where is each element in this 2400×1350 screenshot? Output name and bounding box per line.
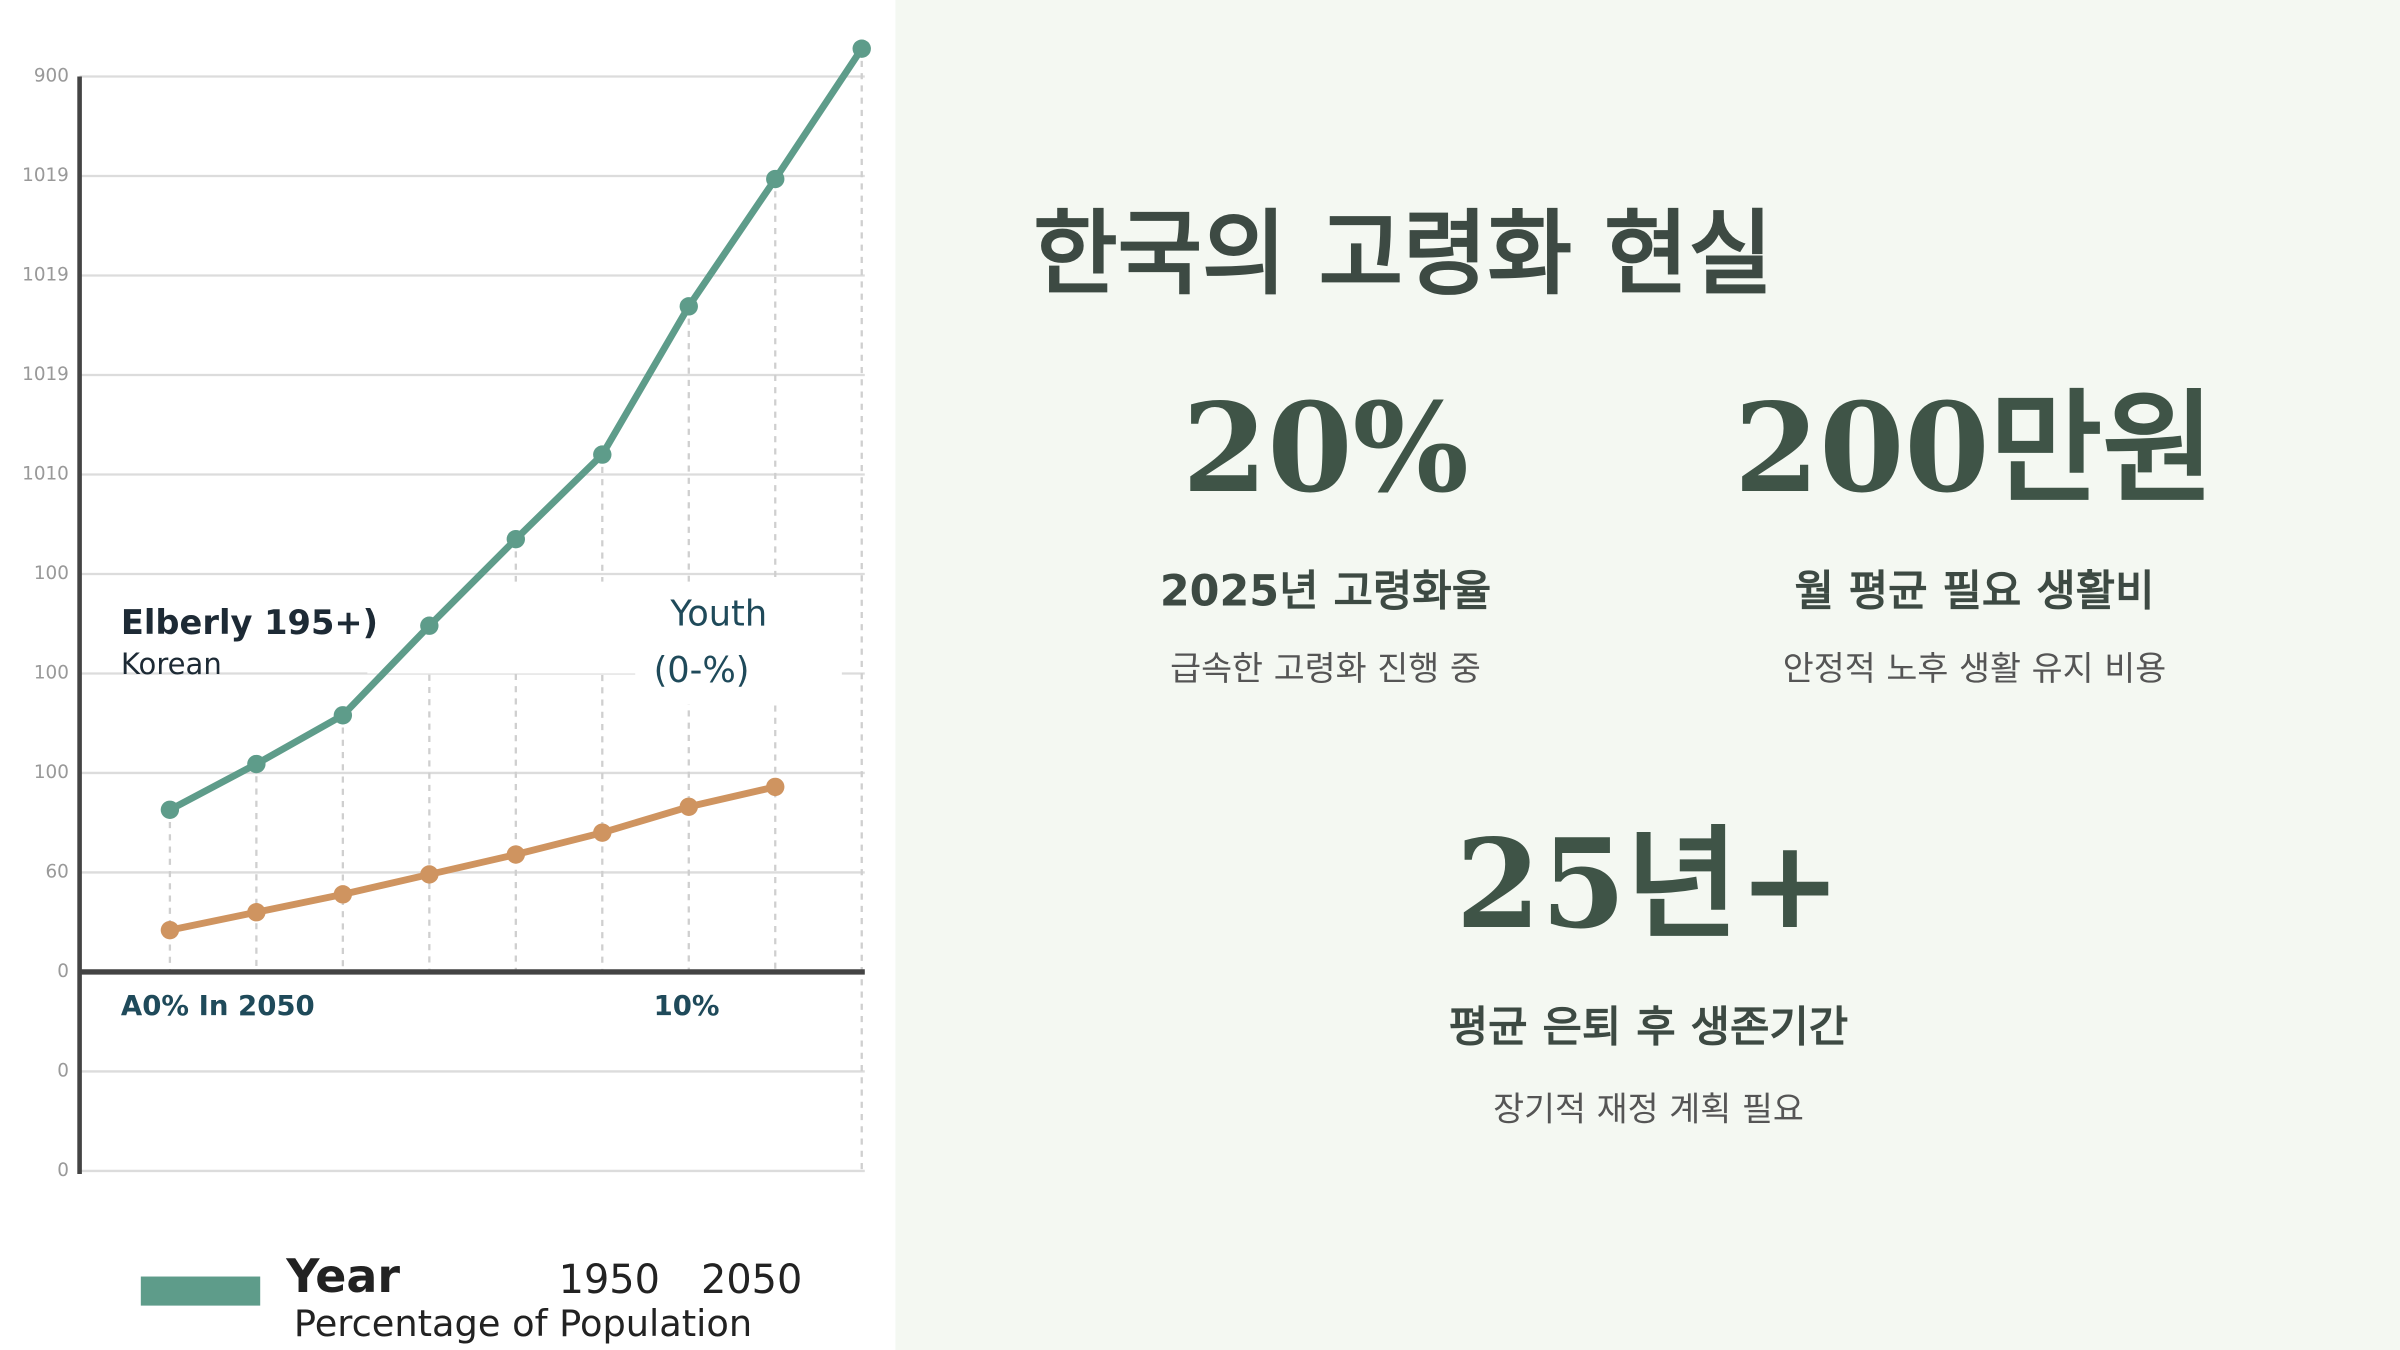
y-tick-label: 1019 [22, 265, 69, 286]
annotation: 2050 [701, 1257, 802, 1303]
stat-value: 200만원 [1734, 376, 2215, 520]
data-point [420, 865, 439, 884]
annotation: Elberly 195+) [121, 603, 378, 642]
stat-label: 2025년 고령화율 [1160, 566, 1491, 616]
series-line [169, 783, 777, 934]
stat-value: 20% [1182, 376, 1469, 520]
annotation: (0-%) [654, 650, 750, 691]
data-point [506, 529, 525, 549]
y-tick-label: 100 [34, 662, 69, 683]
annotation: 1950 [559, 1257, 660, 1303]
y-tick-label: 900 [34, 66, 69, 87]
data-point [420, 616, 439, 635]
data-point [160, 920, 180, 940]
data-point [766, 169, 785, 189]
legend-swatch [140, 1276, 261, 1306]
annotation: A0% In 2050 [121, 990, 315, 1022]
data-point [160, 800, 180, 819]
annotation: Korean [121, 647, 222, 681]
stat-desc: 장기적 재정 계획 필요 [1493, 1090, 1804, 1129]
y-tick-label: 100 [34, 762, 69, 783]
label-box [635, 581, 842, 705]
data-point [506, 845, 525, 864]
data-point [679, 797, 698, 816]
y-tick-label: 60 [46, 861, 69, 882]
y-tick-label: 1010 [22, 463, 69, 484]
data-point [852, 39, 871, 58]
data-point [593, 445, 612, 464]
heading: 한국의 고령화 현실 [1033, 201, 1773, 308]
data-point [333, 706, 353, 725]
y-tick-label: 0 [57, 1160, 69, 1181]
y-tick-label: 100 [34, 563, 69, 584]
y-tick-label: 0 [57, 961, 69, 982]
stat-label: 월 평균 필요 생활비 [1794, 566, 2154, 616]
annotation: Youth [669, 593, 767, 634]
legend-label: Year [285, 1249, 400, 1303]
stat-desc: 안정적 노후 생활 유지 비용 [1783, 649, 2166, 688]
annotation: Percentage of Population [294, 1302, 752, 1345]
data-point [766, 777, 785, 797]
data-point [333, 885, 353, 904]
y-tick-label: 1019 [22, 165, 69, 186]
data-point [679, 297, 698, 316]
stat-label: 평균 은퇴 후 생존기간 [1449, 1003, 1849, 1053]
data-point [247, 754, 266, 774]
annotation: 10% [654, 990, 720, 1022]
y-tick-label: 0 [57, 1060, 69, 1081]
label-box [367, 581, 666, 674]
stat-value: 25년+ [1456, 812, 1842, 956]
data-point [593, 823, 612, 842]
data-point [247, 903, 266, 922]
stat-desc: 급속한 고령화 진행 중 [1170, 649, 1481, 688]
y-tick-label: 1019 [22, 364, 69, 385]
chart: 0 0 0 60 100 100 100 1010 1019 1019 1019 900 Elberly… [22, 39, 871, 1345]
